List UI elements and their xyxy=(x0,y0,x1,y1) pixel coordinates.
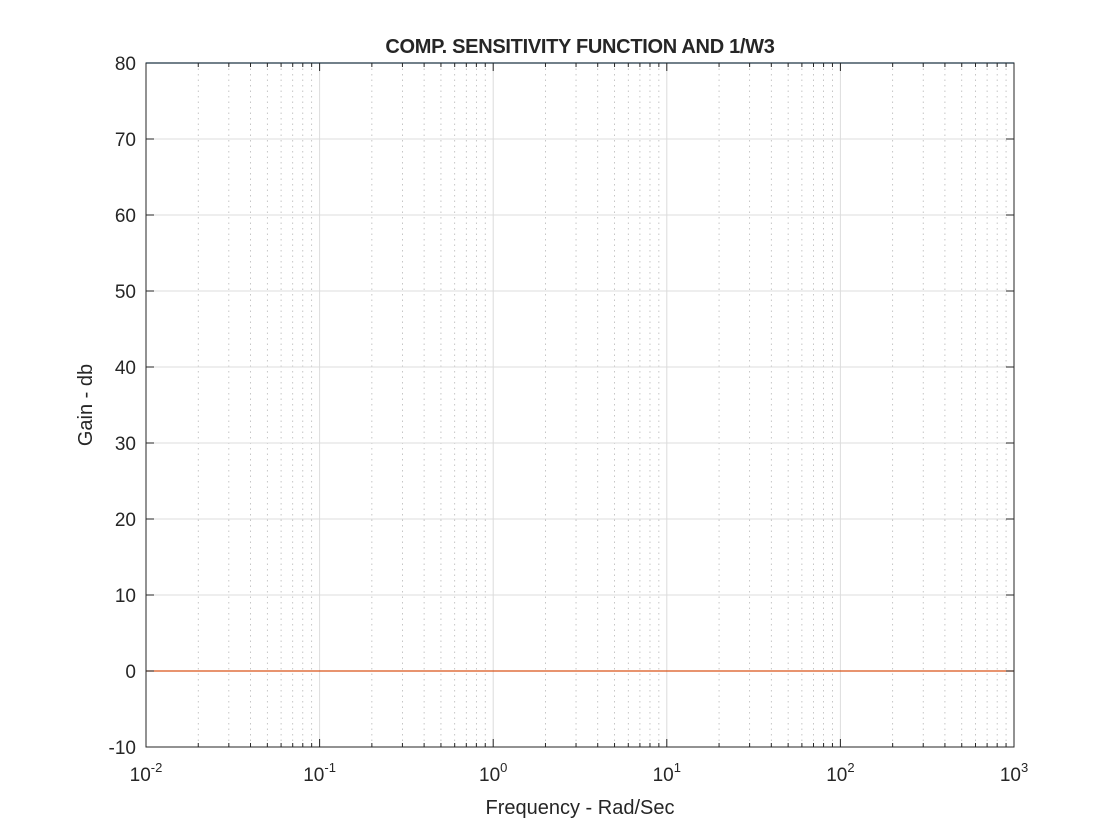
x-tick-label: 102 xyxy=(826,760,854,786)
x-tick-base: 10 xyxy=(826,765,847,786)
x-tick-exponent: -1 xyxy=(324,760,336,775)
x-tick-label: 10-1 xyxy=(303,760,336,786)
x-tick-labels: 10-2 10-1 100 101 102 103 xyxy=(130,760,1029,786)
x-tick-exponent: -2 xyxy=(151,760,163,775)
axes-background xyxy=(146,63,1014,747)
y-tick-label: -10 xyxy=(109,738,136,759)
x-tick-label: 10-2 xyxy=(130,760,163,786)
x-tick-label: 103 xyxy=(1000,760,1028,786)
x-axis-label: Frequency - Rad/Sec xyxy=(486,797,675,819)
chart-title: COMP. SENSITIVITY FUNCTION AND 1/W3 xyxy=(385,36,774,58)
x-tick-base: 10 xyxy=(479,765,500,786)
x-tick-base: 10 xyxy=(130,765,151,786)
x-tick-exponent: 1 xyxy=(674,760,681,775)
y-tick-label: 20 xyxy=(115,510,136,531)
y-tick-label: 50 xyxy=(115,282,136,303)
y-tick-labels: -10 0 10 20 30 40 50 60 70 80 xyxy=(109,54,136,759)
x-tick-base: 10 xyxy=(1000,765,1021,786)
axes-frame xyxy=(145,62,1015,748)
minor-grid xyxy=(197,63,1007,747)
y-tick-label: 80 xyxy=(115,54,136,75)
y-tick-label: 10 xyxy=(115,586,136,607)
y-tick-label: 0 xyxy=(125,662,136,683)
x-tick-exponent: 3 xyxy=(1021,760,1028,775)
y-tick-label: 70 xyxy=(115,130,136,151)
y-tick-label: 30 xyxy=(115,434,136,455)
tick-marks xyxy=(145,62,1015,748)
y-tick-label: 40 xyxy=(115,358,136,379)
y-axis-label: Gain - db xyxy=(75,364,97,446)
x-tick-exponent: 2 xyxy=(847,760,854,775)
x-tick-exponent: 0 xyxy=(500,760,507,775)
x-tick-label: 101 xyxy=(653,760,681,786)
x-tick-base: 10 xyxy=(303,765,324,786)
y-tick-label: 60 xyxy=(115,206,136,227)
x-tick-base: 10 xyxy=(653,765,674,786)
x-tick-label: 100 xyxy=(479,760,507,786)
plot-area xyxy=(145,62,1015,748)
